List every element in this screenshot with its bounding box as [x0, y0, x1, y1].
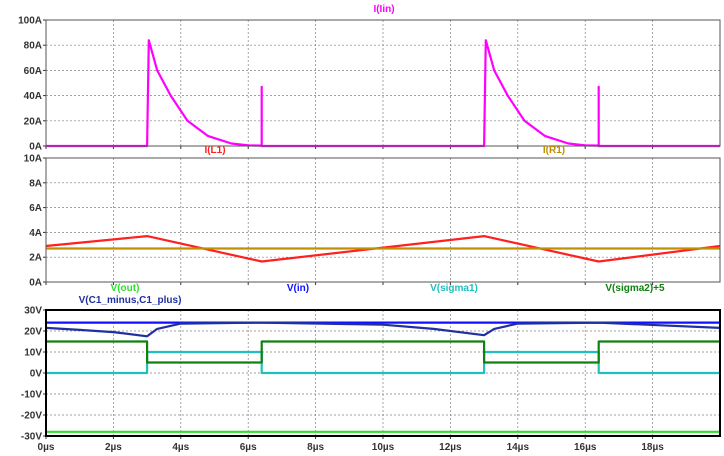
y-tick-label: 4A	[29, 228, 42, 239]
y-tick-label: 0A	[29, 278, 42, 289]
y-tick-label: 20V	[24, 327, 42, 338]
trace-label-i-l1[interactable]: I(L1)	[204, 145, 225, 156]
trace-label-i-r1[interactable]: I(R1)	[543, 145, 565, 156]
x-tick-label: 14µs	[507, 442, 530, 453]
y-tick-label: -20V	[21, 411, 42, 422]
pane-input-current[interactable]: 0A 20A 40A 60A 80A 100A I(Iin)	[18, 4, 721, 153]
y-tick-label: 100A	[18, 16, 42, 27]
x-tick-label: 12µs	[439, 442, 462, 453]
y-tick-label: 2A	[29, 253, 42, 264]
trace-label-i-iin[interactable]: I(Iin)	[373, 4, 394, 15]
y-tick-label: -30V	[21, 432, 42, 443]
x-tick-label: 8µs	[307, 442, 324, 453]
x-tick-label: 18µs	[641, 442, 664, 453]
y-tick-label: 40A	[24, 91, 42, 102]
y-tick-label: 20A	[24, 116, 42, 127]
pane-voltages[interactable]: -30V -20V -10V 0V 10V 20V 30V 0µs 2µs 4µs 6µs 8µs 10…	[21, 283, 721, 453]
trace-label-v-c1-minus-c1-plus[interactable]: V(C1_minus,C1_plus)	[79, 295, 182, 306]
trace-label-v-sigma2-5[interactable]: V(sigma2)+5	[605, 283, 665, 294]
x-tick-label: 10µs	[372, 442, 395, 453]
pane-frame	[45, 309, 721, 437]
x-tick-label: 16µs	[574, 442, 597, 453]
y-tick-label: -10V	[21, 390, 42, 401]
trace-v-c1-minus-c1-plus[interactable]	[45, 321, 721, 338]
pane-frame	[45, 19, 721, 147]
y-tick-label: 8A	[29, 178, 42, 189]
y-tick-label: 10A	[24, 154, 42, 165]
y-tick-label: 60A	[24, 66, 42, 77]
x-tick-label: 0µs	[38, 442, 55, 453]
y-tick-label: 80A	[24, 41, 42, 52]
y-tick-label: 6A	[29, 203, 42, 214]
y-tick-label: 30V	[24, 306, 42, 317]
y-tick-label: 0A	[29, 142, 42, 153]
x-tick-label: 2µs	[105, 442, 122, 453]
y-tick-label: 10V	[24, 348, 42, 359]
trace-label-v-in[interactable]: V(in)	[287, 283, 309, 294]
trace-label-v-out[interactable]: V(out)	[111, 283, 140, 294]
y-tick-label: 0V	[30, 369, 43, 380]
trace-label-v-sigma1[interactable]: V(sigma1)	[430, 283, 478, 294]
x-tick-label: 6µs	[240, 442, 257, 453]
trace-v-sigma2-5[interactable]	[46, 340, 720, 364]
x-tick-label: 4µs	[172, 442, 189, 453]
pane-frame	[45, 157, 721, 283]
pane-inductor-current[interactable]: 0A 2A 4A 6A 8A 10A I(L1) I(R1)	[24, 145, 721, 289]
